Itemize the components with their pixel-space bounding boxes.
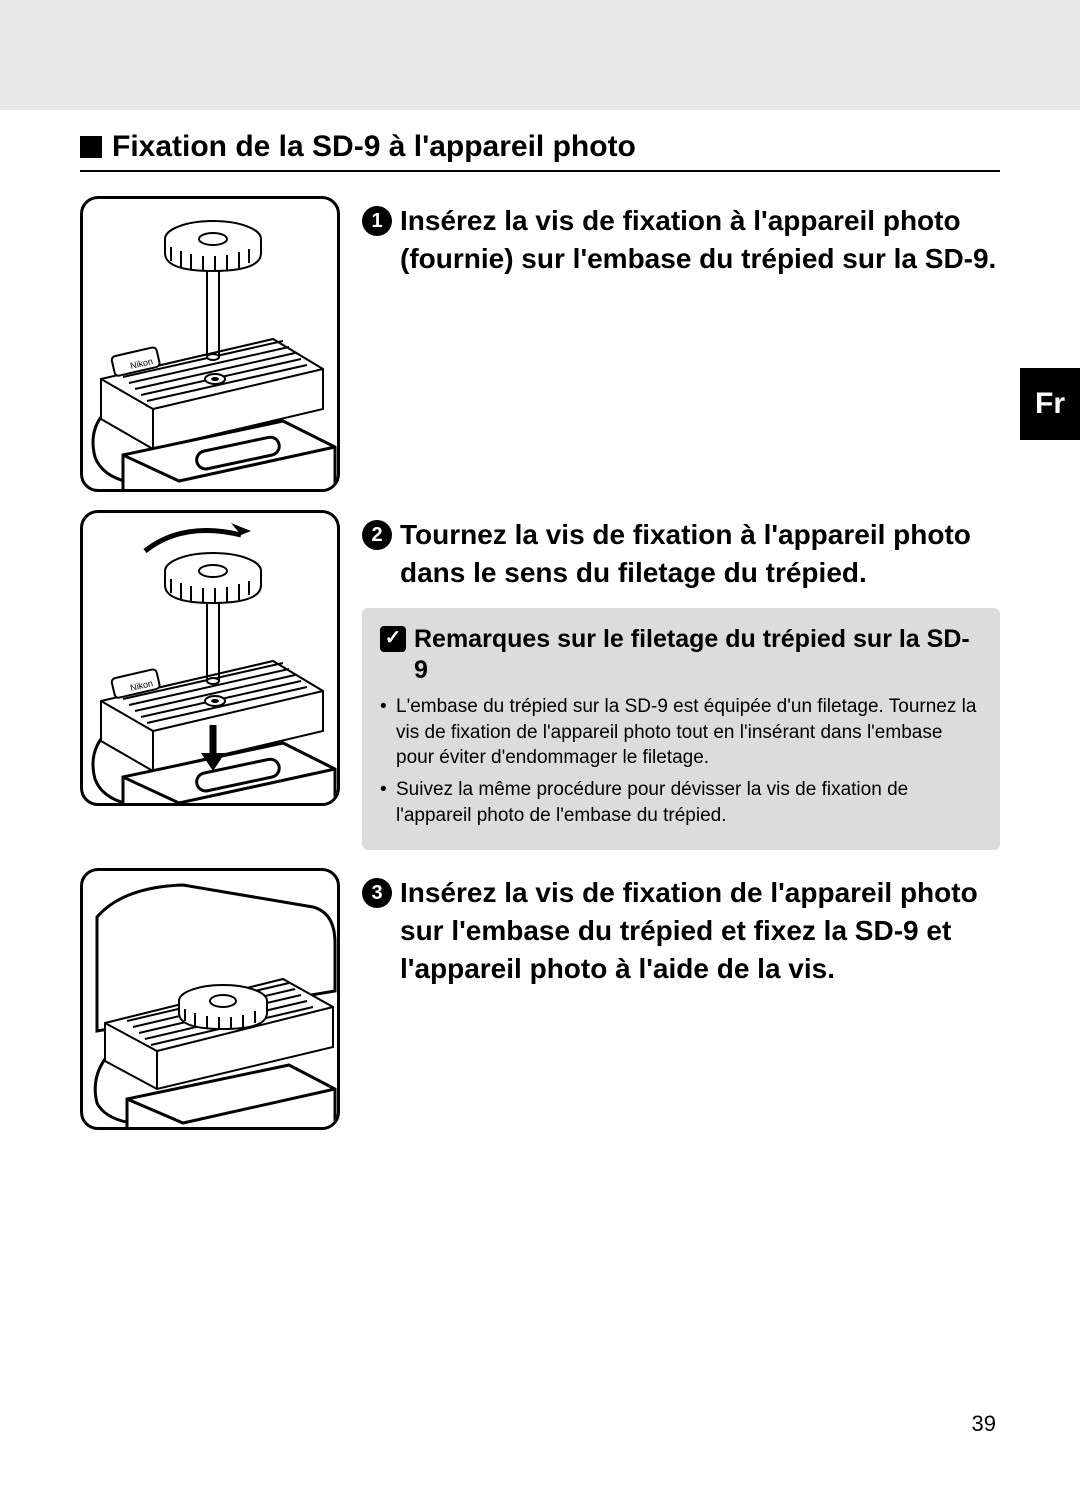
figure-3 <box>80 868 340 1130</box>
page-number: 39 <box>972 1411 996 1437</box>
note-list: L'embase du trépied sur la SD-9 est équi… <box>380 694 982 828</box>
step-number-icon: 3 <box>362 878 392 908</box>
step-number-icon: 1 <box>362 206 392 236</box>
section-title: Fixation de la SD-9 à l'appareil photo <box>80 130 1000 172</box>
note-title-text: Remarques sur le filetage du trépied sur… <box>414 624 982 687</box>
step-1-label: Insérez la vis de fixation à l'appareil … <box>400 202 1000 278</box>
step-3-heading: 3 Insérez la vis de fixation de l'appare… <box>362 874 1000 987</box>
step-2: Nikon <box>80 510 1000 850</box>
step-1-heading: 1 Insérez la vis de fixation à l'apparei… <box>362 202 1000 278</box>
step-2-heading: 2 Tournez la vis de fixation à l'apparei… <box>362 516 1000 592</box>
note-item: Suivez la même procédure pour dévisser l… <box>380 777 982 828</box>
section-title-text: Fixation de la SD-9 à l'appareil photo <box>112 130 636 164</box>
header-band <box>0 0 1080 110</box>
figure-2: Nikon <box>80 510 340 806</box>
checkmark-icon <box>380 626 406 652</box>
step-3-text: 3 Insérez la vis de fixation de l'appare… <box>362 868 1000 987</box>
page-content: Fixation de la SD-9 à l'appareil photo <box>0 110 1080 1130</box>
step-3-label: Insérez la vis de fixation de l'appareil… <box>400 874 1000 987</box>
language-tab: Fr <box>1020 368 1080 440</box>
step-2-label: Tournez la vis de fixation à l'appareil … <box>400 516 1000 592</box>
step-1-text: 1 Insérez la vis de fixation à l'apparei… <box>362 196 1000 278</box>
step-number-icon: 2 <box>362 520 392 550</box>
note-box: Remarques sur le filetage du trépied sur… <box>362 608 1000 851</box>
language-tab-label: Fr <box>1035 387 1065 421</box>
note-item: L'embase du trépied sur la SD-9 est équi… <box>380 694 982 771</box>
step-3: 3 Insérez la vis de fixation de l'appare… <box>80 868 1000 1130</box>
step-2-text: 2 Tournez la vis de fixation à l'apparei… <box>362 510 1000 850</box>
square-bullet-icon <box>80 136 102 158</box>
note-title: Remarques sur le filetage du trépied sur… <box>380 624 982 687</box>
figure-1: Nikon <box>80 196 340 492</box>
step-1: Nikon <box>80 196 1000 492</box>
